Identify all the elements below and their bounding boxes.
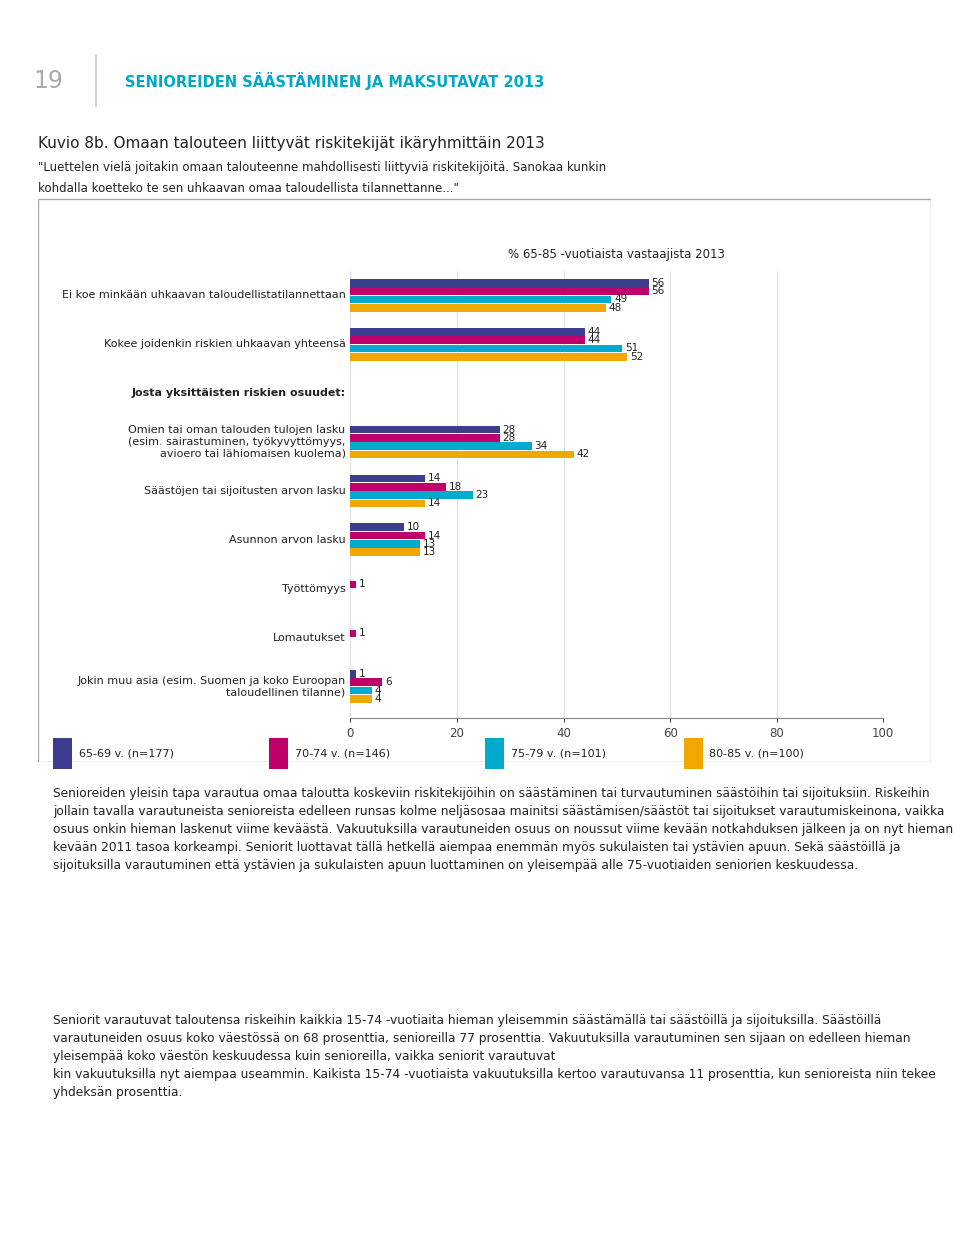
Text: 10: 10 xyxy=(406,523,420,532)
Text: Seniorit varautuvat taloutensa riskeihin kaikkia 15-74 -vuotiaita hieman yleisem: Seniorit varautuvat taloutensa riskeihin… xyxy=(53,1014,936,1099)
Text: 56: 56 xyxy=(652,286,664,296)
Bar xyxy=(350,670,356,678)
Text: 52: 52 xyxy=(630,352,643,362)
Bar xyxy=(350,328,585,335)
Text: 48: 48 xyxy=(609,302,622,312)
Text: 34: 34 xyxy=(534,441,547,451)
Text: Työttömyys: Työttömyys xyxy=(282,583,346,593)
Bar xyxy=(53,738,72,769)
Text: 6: 6 xyxy=(385,678,392,687)
Text: 4: 4 xyxy=(374,685,381,696)
Text: Josta yksittäisten riskien osuudet:: Josta yksittäisten riskien osuudet: xyxy=(132,388,346,398)
Text: Omien tai oman talouden tulojen lasku
(esim. sairastuminen, työkyvyttömyys,
avio: Omien tai oman talouden tulojen lasku (e… xyxy=(129,426,346,459)
Bar xyxy=(350,523,403,532)
Text: 49: 49 xyxy=(614,295,628,305)
Bar xyxy=(350,426,499,433)
Text: 1: 1 xyxy=(358,669,365,679)
Bar xyxy=(350,451,574,459)
Text: 14: 14 xyxy=(427,474,441,484)
Text: Kuvio 8b. Omaan talouteen liittyvät riskitekijät ikäryhmittäin 2013: Kuvio 8b. Omaan talouteen liittyvät risk… xyxy=(38,136,545,150)
Text: 14: 14 xyxy=(427,499,441,508)
Bar xyxy=(350,304,606,311)
Bar xyxy=(350,336,585,344)
Bar xyxy=(350,287,649,295)
Bar xyxy=(350,541,420,548)
Bar xyxy=(485,738,504,769)
Text: Lomautukset: Lomautukset xyxy=(273,633,346,643)
Bar xyxy=(684,738,703,769)
Text: 44: 44 xyxy=(588,335,601,345)
Text: 65-69 v. (n=177): 65-69 v. (n=177) xyxy=(79,748,174,759)
Text: % 65-85 -vuotiaista vastaajista 2013: % 65-85 -vuotiaista vastaajista 2013 xyxy=(509,248,725,262)
Text: 14: 14 xyxy=(427,530,441,541)
Bar xyxy=(350,548,420,556)
Text: Jokin muu asia (esim. Suomen ja koko Euroopan
taloudellinen tilanne): Jokin muu asia (esim. Suomen ja koko Eur… xyxy=(78,675,346,697)
Text: 44: 44 xyxy=(588,326,601,336)
Bar xyxy=(350,483,446,490)
Text: 70-74 v. (n=146): 70-74 v. (n=146) xyxy=(295,748,390,759)
Text: 18: 18 xyxy=(449,481,462,491)
Text: kohdalla koetteko te sen uhkaavan omaa taloudellista tilannettanne...": kohdalla koetteko te sen uhkaavan omaa t… xyxy=(38,181,459,195)
Bar xyxy=(350,630,356,638)
Bar xyxy=(350,442,532,450)
Text: Asunnon arvon lasku: Asunnon arvon lasku xyxy=(229,534,346,544)
Bar xyxy=(350,696,372,703)
Text: Senioreiden yleisin tapa varautua omaa taloutta koskeviin riskitekijöihin on sää: Senioreiden yleisin tapa varautua omaa t… xyxy=(53,788,953,872)
Text: 13: 13 xyxy=(422,547,436,557)
Text: 56: 56 xyxy=(652,278,664,287)
Text: 75-79 v. (n=101): 75-79 v. (n=101) xyxy=(511,748,606,759)
Bar xyxy=(350,353,628,360)
Text: 1: 1 xyxy=(358,580,365,590)
Bar xyxy=(350,491,473,499)
Text: 28: 28 xyxy=(502,425,516,435)
Bar xyxy=(269,738,288,769)
Text: 42: 42 xyxy=(577,450,590,460)
Text: "Luettelen vielä joitakin omaan talouteenne mahdollisesti liittyviä riskitekijöi: "Luettelen vielä joitakin omaan taloutee… xyxy=(38,161,607,174)
Text: 51: 51 xyxy=(625,344,638,353)
Bar xyxy=(350,532,425,539)
Bar xyxy=(350,296,612,304)
Bar xyxy=(350,499,425,508)
Text: 13: 13 xyxy=(422,539,436,549)
Text: 23: 23 xyxy=(475,490,489,500)
FancyBboxPatch shape xyxy=(38,199,931,762)
Text: SENIOREIDEN SÄÄSTÄMINEN JA MAKSUTAVAT 2013: SENIOREIDEN SÄÄSTÄMINEN JA MAKSUTAVAT 20… xyxy=(125,72,544,89)
Text: Kokee joidenkin riskien uhkaavan yhteensä: Kokee joidenkin riskien uhkaavan yhteens… xyxy=(104,339,346,349)
Bar xyxy=(350,278,649,287)
Bar xyxy=(350,678,382,687)
Text: Säästöjen tai sijoitusten arvon lasku: Säästöjen tai sijoitusten arvon lasku xyxy=(144,486,346,496)
Bar xyxy=(350,475,425,483)
Bar xyxy=(350,687,372,694)
Text: Ei koe minkään uhkaavan taloudellistatilannettaan: Ei koe minkään uhkaavan taloudellistatil… xyxy=(61,290,346,300)
Text: 1: 1 xyxy=(358,629,365,639)
Bar xyxy=(350,344,622,353)
Bar xyxy=(350,433,499,442)
Bar xyxy=(350,581,356,588)
Text: 19: 19 xyxy=(33,68,63,93)
Text: 4: 4 xyxy=(374,694,381,704)
Text: 28: 28 xyxy=(502,433,516,442)
Text: 80-85 v. (n=100): 80-85 v. (n=100) xyxy=(709,748,804,759)
